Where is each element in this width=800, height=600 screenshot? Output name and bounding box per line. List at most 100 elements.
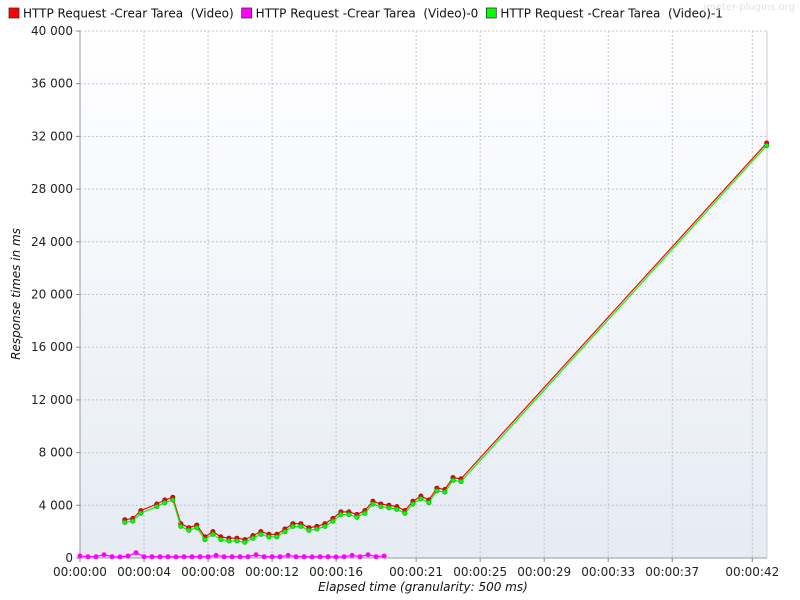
data-point <box>317 554 323 560</box>
data-point <box>764 143 770 149</box>
y-tick-label: 36 000 <box>31 77 73 91</box>
data-point <box>277 554 283 560</box>
data-point <box>298 523 304 529</box>
legend-label: HTTP Request -Crear Tarea (Video) <box>23 7 234 21</box>
legend-swatch <box>241 7 253 19</box>
data-point <box>357 554 363 560</box>
legend-item: HTTP Request -Crear Tarea (Video)-1 <box>485 7 723 21</box>
data-point <box>133 550 139 556</box>
data-point <box>242 539 248 545</box>
data-point <box>178 523 184 529</box>
series-1 <box>77 550 387 560</box>
data-point <box>130 518 136 524</box>
data-point <box>434 488 440 494</box>
data-point <box>333 554 339 560</box>
data-point <box>458 479 464 485</box>
data-point <box>186 527 192 533</box>
data-point <box>258 531 264 537</box>
data-point <box>85 554 91 560</box>
data-point <box>362 510 368 516</box>
x-tick-label: 00:00:42 <box>725 565 779 579</box>
y-tick-label: 28 000 <box>31 182 73 196</box>
y-tick-label: 32 000 <box>31 129 73 143</box>
data-point <box>290 523 296 529</box>
data-point <box>282 529 288 535</box>
x-tick-label: 00:00:16 <box>309 565 363 579</box>
y-tick-label: 0 <box>65 551 73 565</box>
data-point <box>370 501 376 507</box>
data-point <box>442 489 448 495</box>
x-tick-label: 00:00:33 <box>581 565 635 579</box>
data-point <box>197 554 203 560</box>
data-point <box>322 523 328 529</box>
x-tick-label: 00:00:25 <box>453 565 507 579</box>
data-point <box>234 538 240 544</box>
data-point <box>325 554 331 560</box>
data-point <box>330 518 336 524</box>
x-tick-label: 00:00:00 <box>53 565 107 579</box>
data-point <box>181 554 187 560</box>
data-point <box>253 552 259 558</box>
data-point <box>426 500 432 506</box>
data-point <box>402 510 408 516</box>
data-point <box>101 552 107 558</box>
data-point <box>229 554 235 560</box>
data-point <box>213 552 219 558</box>
y-tick-label: 8 000 <box>39 446 73 460</box>
data-point <box>202 537 208 543</box>
y-tick-label: 12 000 <box>31 393 73 407</box>
data-point <box>410 501 416 507</box>
data-point <box>341 554 347 560</box>
data-point <box>122 519 128 525</box>
y-axis-ticks: 0 4 000 8 000 12 000 16 000 20 000 24 000 28 00… <box>31 24 80 565</box>
data-point <box>269 554 275 560</box>
data-point <box>274 534 280 540</box>
x-tick-label: 00:00:37 <box>645 565 699 579</box>
data-point <box>245 554 251 560</box>
legend-label: HTTP Request -Crear Tarea (Video)-0 <box>256 7 479 21</box>
watermark: jmeter-plugins.org <box>702 2 795 13</box>
data-point <box>346 511 352 517</box>
data-point <box>373 554 379 560</box>
data-point <box>93 554 99 560</box>
legend-item: HTTP Request -Crear Tarea (Video)-0 <box>241 7 479 21</box>
data-point <box>394 506 400 512</box>
data-point <box>162 500 168 506</box>
data-point <box>149 554 155 560</box>
legend: HTTP Request -Crear Tarea (Video) HTTP Re… <box>8 7 723 21</box>
data-point <box>138 510 144 516</box>
data-point <box>338 511 344 517</box>
data-point <box>157 554 163 560</box>
data-point <box>125 553 131 559</box>
data-point <box>365 552 371 558</box>
data-point <box>154 504 160 510</box>
data-point <box>189 554 195 560</box>
y-axis-label: Response times in ms <box>9 228 23 360</box>
data-point <box>77 553 83 559</box>
legend-swatch <box>485 7 497 19</box>
x-tick-label: 00:00:04 <box>117 565 171 579</box>
data-point <box>349 552 355 558</box>
data-point <box>293 554 299 560</box>
data-point <box>450 477 456 483</box>
data-point <box>210 531 216 537</box>
data-point <box>386 505 392 511</box>
x-tick-label: 00:00:12 <box>245 565 299 579</box>
data-point <box>109 554 115 560</box>
data-point <box>306 527 312 533</box>
y-tick-label: 40 000 <box>31 24 73 38</box>
y-tick-label: 16 000 <box>31 340 73 354</box>
data-point <box>309 554 315 560</box>
data-point <box>218 537 224 543</box>
data-point <box>165 554 171 560</box>
data-point <box>141 554 147 560</box>
data-point <box>266 534 272 540</box>
data-point <box>226 538 232 544</box>
data-point <box>378 504 384 510</box>
legend-item: HTTP Request -Crear Tarea (Video) <box>8 7 234 21</box>
data-point <box>194 525 200 531</box>
legend-swatch <box>8 7 20 19</box>
plot-area <box>80 31 767 558</box>
x-tick-label: 00:00:21 <box>389 565 443 579</box>
